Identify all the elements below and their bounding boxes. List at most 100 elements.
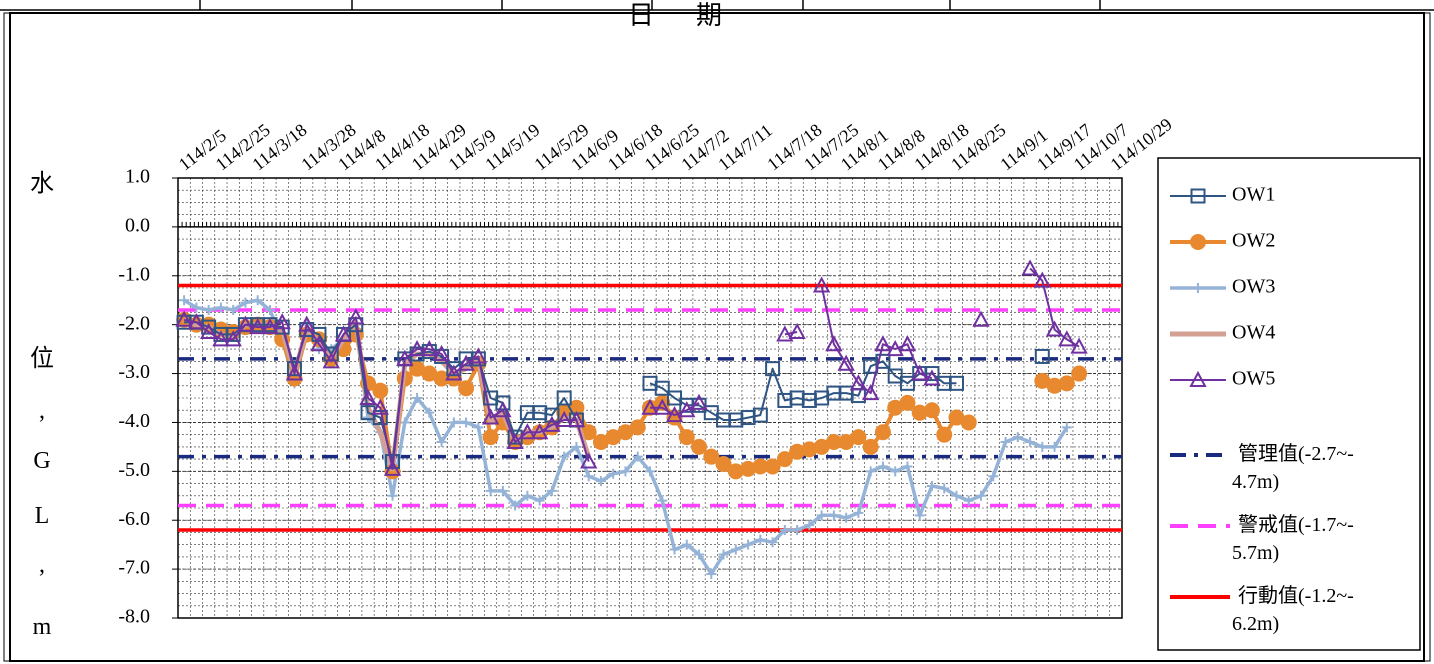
marker-square <box>924 366 940 382</box>
marker-plus <box>657 495 668 506</box>
marker-plus <box>1193 283 1203 293</box>
marker-triangle <box>298 315 316 332</box>
header-strip <box>0 0 1434 11</box>
y-tick-label: -2.0 <box>118 312 150 334</box>
marker-plus <box>191 302 202 313</box>
marker-triangle <box>175 310 193 327</box>
marker-triangle <box>518 423 537 440</box>
marker-plus <box>988 471 999 482</box>
marker-square <box>948 375 964 391</box>
marker-circle <box>862 438 879 455</box>
marker-square <box>470 351 486 367</box>
marker-triangle <box>261 318 279 335</box>
series-line <box>183 267 1080 470</box>
marker-plus <box>534 495 545 506</box>
marker-plus <box>608 468 619 479</box>
marker-square <box>752 407 768 423</box>
marker-plus <box>1061 422 1072 433</box>
marker-plus <box>902 461 913 472</box>
marker-square <box>360 405 376 421</box>
x-axis-title: 日期 <box>628 1 764 30</box>
y-axis-title: 水位, G L, m <box>30 170 54 640</box>
marker-plus <box>399 417 410 428</box>
marker-triangle <box>199 322 218 339</box>
y-tick-label: -8.0 <box>118 606 150 628</box>
marker-triangle <box>481 408 500 425</box>
marker-square <box>716 412 732 428</box>
marker-circle <box>1071 365 1088 382</box>
marker-plus <box>546 485 557 496</box>
y-tick-label: -3.0 <box>118 361 150 383</box>
marker-triangle <box>285 364 304 381</box>
marker-triangle <box>874 335 892 352</box>
marker-square <box>801 392 817 408</box>
marker-plus <box>595 476 606 487</box>
marker-triangle <box>1021 259 1039 276</box>
marker-plus <box>792 525 803 535</box>
marker-square <box>225 326 241 342</box>
marker-triangle <box>420 340 438 357</box>
legend-label: OW3 <box>1232 276 1275 298</box>
marker-square <box>556 390 572 406</box>
marker-plus <box>877 461 888 472</box>
marker-plus <box>890 466 901 477</box>
marker-triangle <box>445 364 463 381</box>
marker-triangle <box>911 364 929 381</box>
marker-plus <box>841 512 852 523</box>
marker-square <box>1190 188 1206 204</box>
marker-square <box>532 405 548 421</box>
marker-circle <box>1190 234 1206 250</box>
outer-frame-double <box>3 12 1431 662</box>
marker-plus <box>804 520 815 531</box>
marker-plus <box>510 500 521 511</box>
marker-triangle <box>788 322 806 339</box>
marker-square <box>740 410 756 426</box>
marker-plus <box>669 544 680 555</box>
legend-label: OW1 <box>1232 184 1275 206</box>
marker-circle <box>715 456 732 472</box>
marker-plus <box>767 537 778 548</box>
marker-plus <box>939 483 950 494</box>
plot-border <box>177 177 1123 619</box>
marker-triangle <box>530 423 549 440</box>
marker-triangle <box>322 352 340 369</box>
marker-circle <box>899 394 916 411</box>
marker-circle <box>482 429 499 446</box>
marker-triangle <box>212 330 230 347</box>
marker-plus <box>865 466 876 477</box>
marker-plus <box>963 495 974 506</box>
marker-circle <box>850 429 867 446</box>
marker-plus <box>632 451 643 462</box>
y-tick-label: -1.0 <box>118 263 150 285</box>
marker-square <box>936 375 952 391</box>
marker-plus <box>473 422 484 433</box>
marker-plus <box>215 302 226 313</box>
marker-triangle <box>506 432 524 449</box>
marker-plus <box>240 297 251 308</box>
marker-plus <box>853 507 864 518</box>
marker-square <box>1034 348 1050 364</box>
marker-triangle <box>310 335 328 352</box>
marker-square <box>654 380 670 396</box>
marker-plus <box>264 305 275 315</box>
marker-plus <box>559 451 570 462</box>
marker-plus <box>448 417 459 428</box>
marker-triangle <box>408 340 426 357</box>
marker-plus <box>1049 441 1060 452</box>
marker-plus <box>228 305 239 315</box>
marker-triangle <box>849 374 868 391</box>
marker-plus <box>976 490 987 501</box>
marker-triangle <box>1058 330 1076 347</box>
marker-plus <box>1025 437 1036 447</box>
marker-plus <box>424 407 435 418</box>
legend-label: 管理值(-2.7~-4.7m) <box>1232 442 1354 493</box>
y-tick-label: 0.0 <box>125 214 150 236</box>
marker-triangle <box>457 354 475 371</box>
marker-triangle <box>825 335 843 352</box>
legend-box <box>1157 157 1421 651</box>
marker-plus <box>755 534 766 545</box>
marker-triangle <box>383 459 402 476</box>
marker-plus <box>681 539 692 550</box>
marker-triangle <box>543 415 561 432</box>
